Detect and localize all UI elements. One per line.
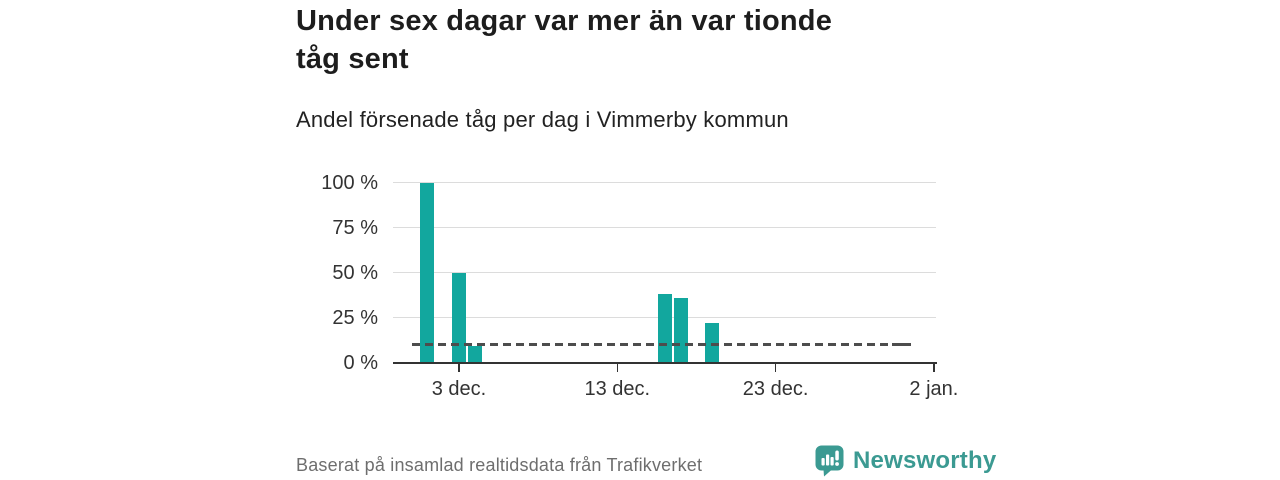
bar xyxy=(705,322,720,363)
gridline xyxy=(393,272,936,273)
x-axis-line xyxy=(393,361,937,364)
bar xyxy=(657,294,672,363)
gridline xyxy=(393,227,936,228)
newsworthy-icon xyxy=(815,445,844,477)
x-axis-tick-label: 2 jan. xyxy=(909,378,959,400)
x-axis-tick-label: 23 dec. xyxy=(742,378,809,400)
chart-title: Under sex dagar var mer än var tionde tå… xyxy=(296,5,833,75)
bar xyxy=(452,272,466,363)
bar xyxy=(420,182,435,363)
gridline xyxy=(393,182,936,183)
reference-line xyxy=(412,343,892,346)
x-axis-tick xyxy=(616,364,619,372)
source-note: Baserat på insamlad realtidsdata från Tr… xyxy=(296,455,703,475)
chart-subtitle: Andel försenade tåg per dag i Vimmerby k… xyxy=(296,107,789,132)
y-axis-tick-label: 25 % xyxy=(332,306,378,329)
bar xyxy=(673,297,688,363)
newsworthy-logo: Newsworthy xyxy=(814,444,996,477)
y-axis-tick-label: 75 % xyxy=(332,216,378,239)
y-axis-tick-label: 100 % xyxy=(321,171,378,194)
x-axis-tick xyxy=(933,364,935,372)
y-axis-tick-label: 50 % xyxy=(332,261,378,284)
x-axis-tick-label: 13 dec. xyxy=(584,378,651,400)
x-axis-tick-label: 3 dec. xyxy=(431,378,487,400)
y-axis-tick-label: 0 % xyxy=(343,351,378,374)
bar xyxy=(467,346,482,363)
x-axis-tick xyxy=(774,364,777,372)
reference-line-end xyxy=(892,343,911,346)
x-axis-tick xyxy=(458,364,460,372)
newsworthy-wordmark: Newsworthy xyxy=(853,446,997,474)
